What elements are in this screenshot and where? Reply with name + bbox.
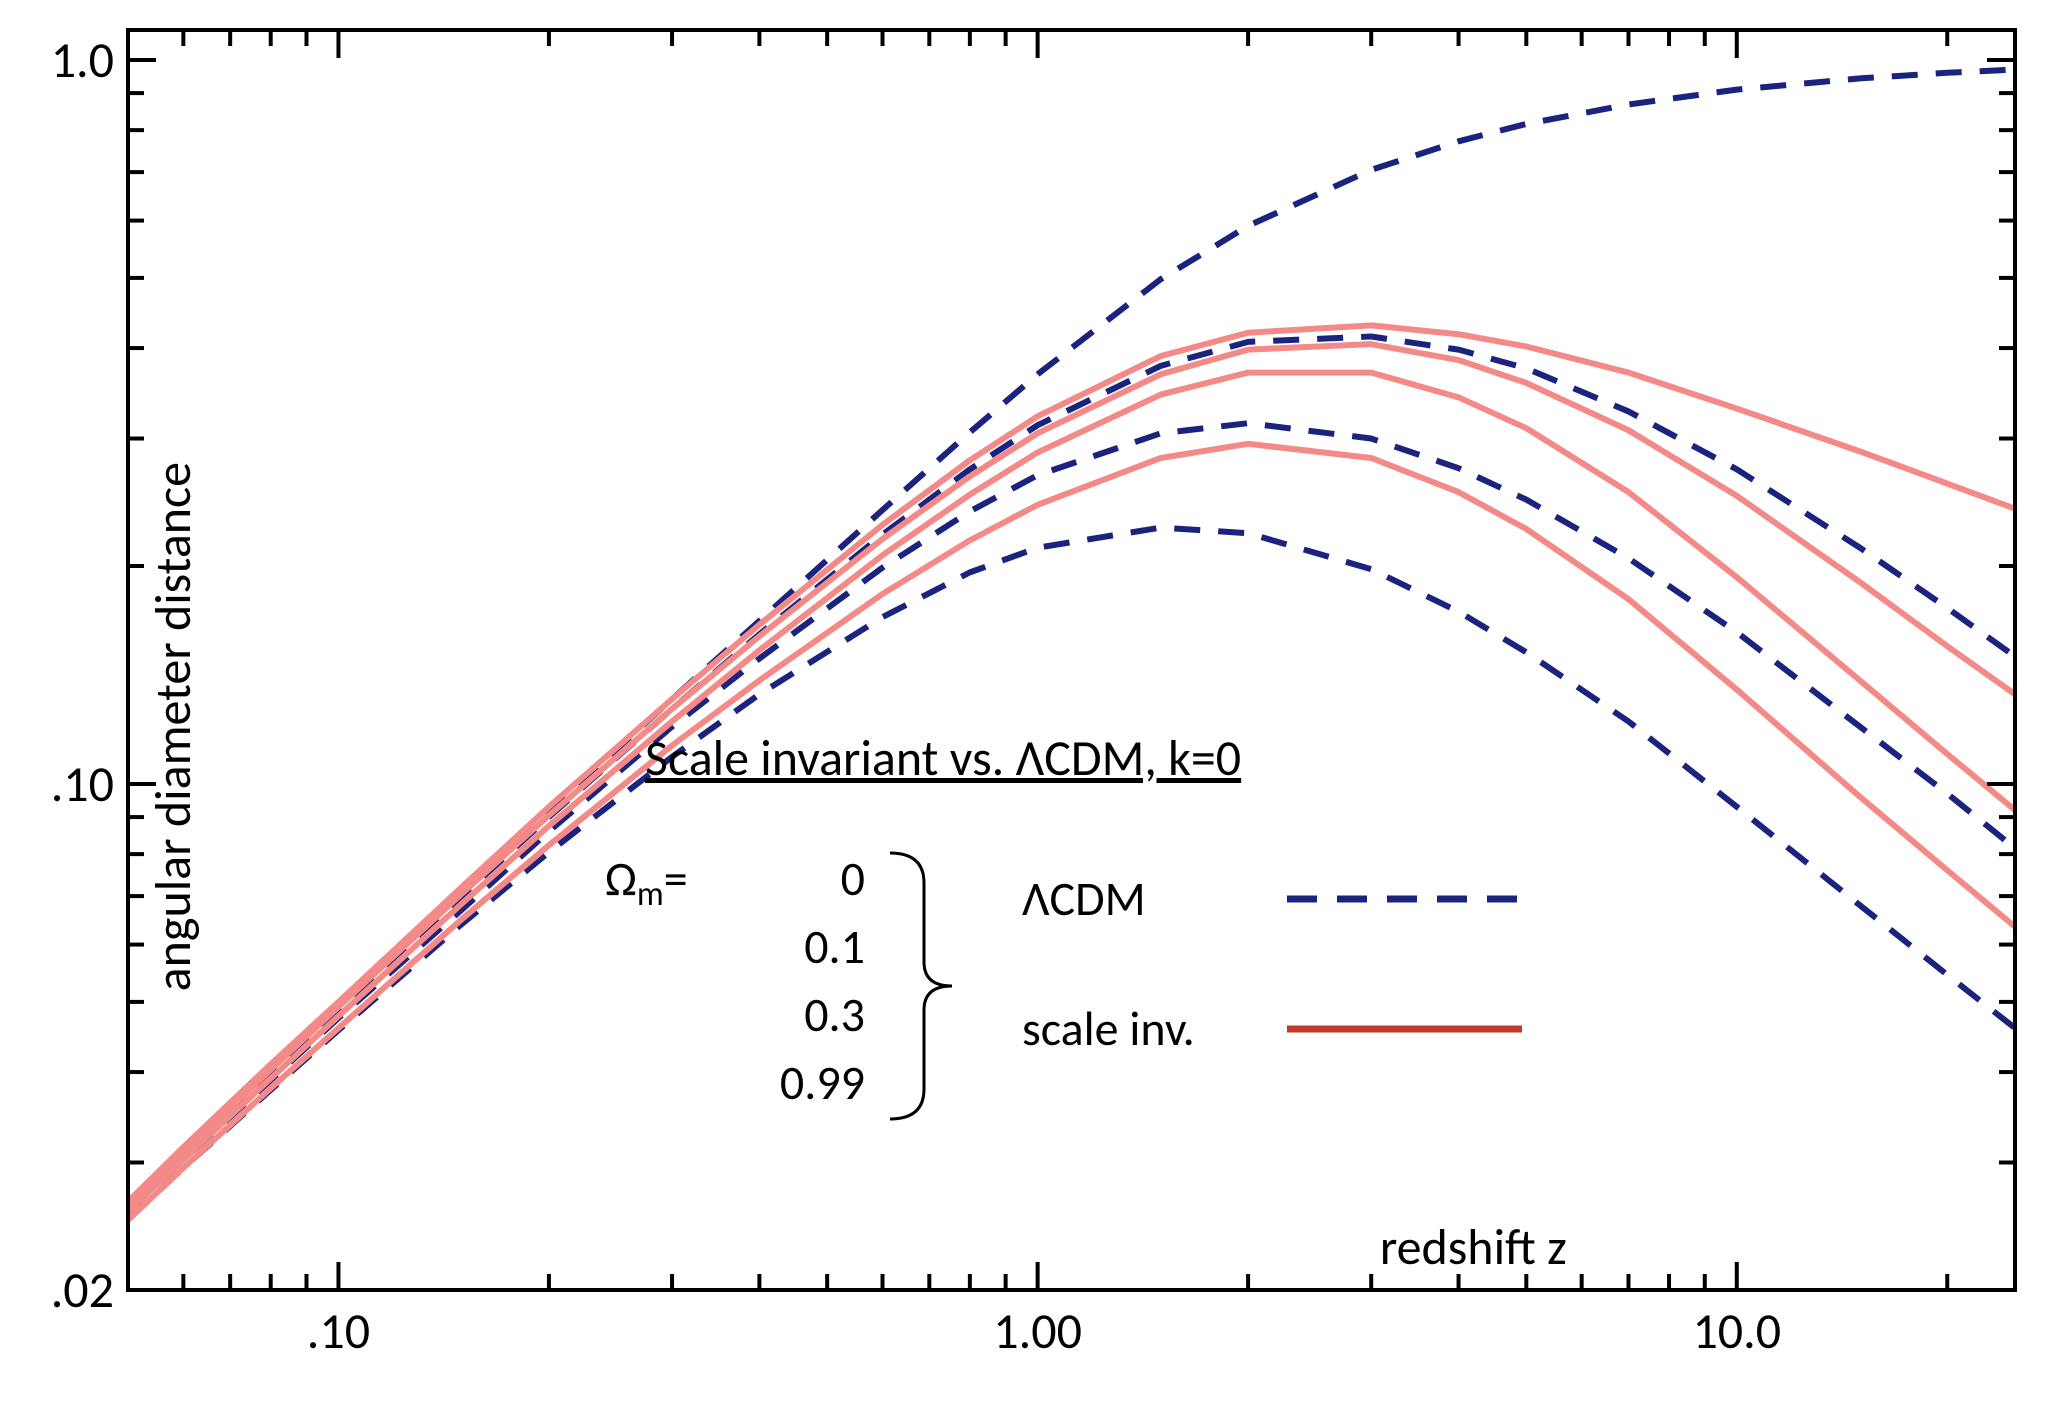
legend-title: Scale invariant vs. ΛCDM, k=0 — [645, 728, 1241, 789]
x-tick-label: 1.00 — [993, 1301, 1082, 1362]
chart-container: .10 1.00 10.0 .02 .10 1.0 redshift z angular di… — [0, 0, 2050, 1407]
omega-value: 0 — [841, 849, 865, 908]
omega-value: 0.1 — [804, 917, 865, 976]
x-axis-title: redshift z — [1380, 1217, 1567, 1278]
y-tick-label: .10 — [51, 754, 114, 815]
chart-svg: .10 1.00 10.0 .02 .10 1.0 redshift z angular di… — [0, 0, 2050, 1407]
legend-entry-label: scale inv. — [1022, 999, 1195, 1058]
y-tick-label: .02 — [51, 1260, 114, 1321]
y-axis-title: angular diameter distance — [143, 462, 204, 991]
y-tick-label: 1.0 — [51, 30, 114, 91]
x-tick-label: 10.0 — [1692, 1301, 1781, 1362]
legend-entry-label: ΛCDM — [1022, 869, 1146, 928]
chart-background — [0, 0, 2050, 1407]
omega-value: 0.3 — [804, 985, 865, 1044]
omega-value: 0.99 — [780, 1053, 865, 1112]
x-tick-label: .10 — [307, 1301, 370, 1362]
